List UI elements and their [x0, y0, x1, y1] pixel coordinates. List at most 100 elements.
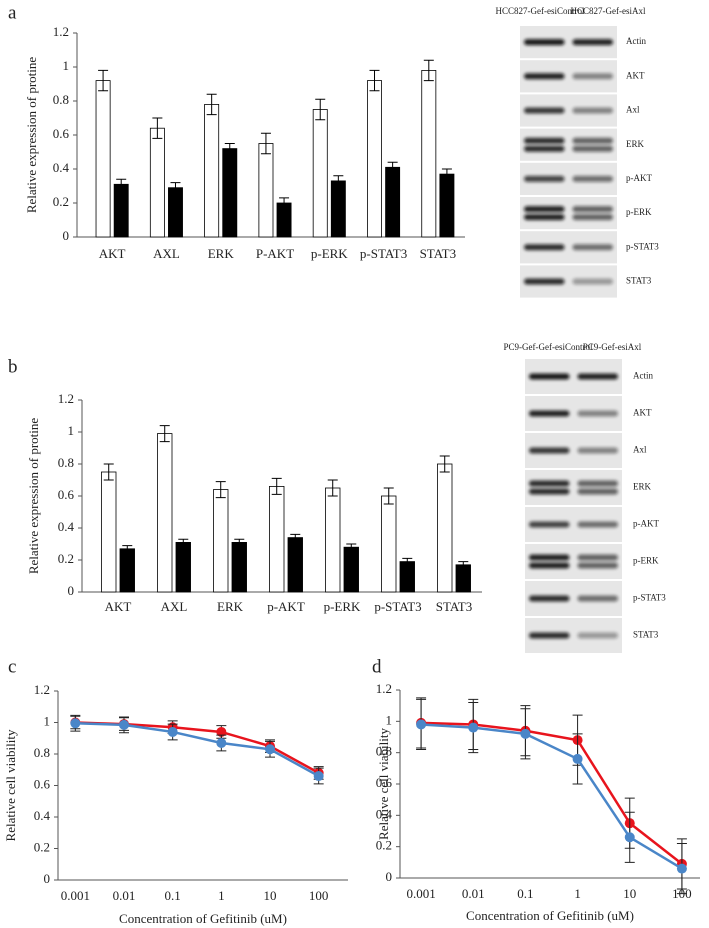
- x-axis-title: Concentration of Gefitinib (uM): [119, 911, 287, 926]
- x-tick-label: 0.1: [517, 886, 533, 901]
- bar: [175, 542, 191, 593]
- error-bar: [116, 178, 127, 190]
- point: [416, 719, 427, 730]
- bar: [113, 183, 129, 238]
- x-tick-label: p-STAT3: [360, 246, 407, 261]
- error-bar: [279, 197, 290, 209]
- error-bar: [441, 168, 452, 180]
- bar: [367, 80, 382, 238]
- blot-band: [572, 214, 613, 221]
- blot-band: [572, 107, 613, 114]
- lane-header: HCC827-Gef-esiAxl: [571, 6, 646, 16]
- blot-row-label: p-STAT3: [626, 241, 659, 251]
- y-tick-label: 0.6: [34, 776, 51, 791]
- blot-band: [524, 39, 565, 46]
- y-axis-title: Relative cell viability: [3, 729, 18, 841]
- bar: [222, 148, 238, 238]
- y-tick-label: 1: [63, 58, 70, 73]
- error-bar: [439, 455, 450, 473]
- point: [572, 753, 583, 764]
- x-axis-title: Concentration of Gefitinib (uM): [466, 908, 634, 923]
- error-bar: [122, 545, 133, 553]
- x-tick-label: P-AKT: [256, 246, 294, 261]
- error-bar: [98, 69, 109, 92]
- blot-band: [524, 145, 565, 152]
- bar: [149, 127, 165, 238]
- panel-label: c: [8, 656, 16, 677]
- blot-row-label: Actin: [626, 36, 646, 46]
- point: [265, 744, 275, 755]
- x-tick-label: 100: [309, 888, 329, 903]
- y-tick-label: 0.4: [376, 806, 393, 821]
- error-bar: [346, 543, 357, 551]
- error-bar: [387, 161, 398, 173]
- lane-header: PC9-Gef-Gef-esiControl: [504, 342, 593, 352]
- bar: [455, 564, 471, 593]
- blot-band: [572, 244, 613, 251]
- x-tick-label: 0.1: [165, 888, 181, 903]
- point: [70, 718, 81, 729]
- error-bar: [224, 143, 235, 155]
- blot-band: [529, 480, 570, 487]
- blot-band: [572, 175, 613, 182]
- y-tick-label: 0.6: [376, 775, 393, 790]
- blot-band: [577, 410, 618, 417]
- y-tick-label: 0.8: [53, 92, 69, 107]
- blot-band: [529, 373, 570, 380]
- blot-row-label: p-AKT: [633, 519, 659, 529]
- blot-band: [524, 206, 565, 213]
- bar: [269, 485, 285, 593]
- point: [313, 771, 324, 782]
- y-tick-label: 1.2: [376, 681, 392, 696]
- bar: [101, 471, 117, 593]
- bar: [258, 143, 274, 238]
- blot-band: [529, 632, 570, 639]
- point: [520, 728, 531, 739]
- bar: [437, 463, 453, 593]
- blot-band: [572, 137, 613, 144]
- lane-header: HCC827-Gef-esiControl: [496, 6, 585, 16]
- blot-band: [524, 278, 565, 285]
- y-tick-label: 0.2: [58, 551, 74, 566]
- blot-row-label: p-ERK: [633, 556, 659, 566]
- blot-band: [529, 562, 570, 569]
- error-bar: [383, 487, 394, 505]
- point: [119, 719, 129, 730]
- bar: [204, 104, 220, 238]
- point: [167, 726, 178, 737]
- error-bar: [333, 175, 344, 187]
- y-axis-title: Relative cell viability: [376, 728, 391, 840]
- x-tick-label: AXL: [153, 246, 180, 261]
- y-tick-label: 0.8: [34, 745, 50, 760]
- blot-row-label: Axl: [626, 105, 640, 115]
- blot-strip: [520, 197, 617, 230]
- bar: [343, 546, 359, 593]
- x-tick-label: ERK: [217, 599, 244, 614]
- y-axis-title: Relative expression of protine: [26, 418, 41, 575]
- line: [75, 721, 320, 774]
- blot-band: [529, 521, 570, 528]
- y-tick-label: 0.8: [58, 455, 74, 470]
- x-tick-label: AKT: [99, 246, 126, 261]
- x-tick-label: AXL: [161, 599, 188, 614]
- error-bar: [402, 557, 413, 566]
- blot-band: [577, 632, 618, 639]
- error-bar: [290, 533, 301, 542]
- blot-band: [572, 145, 613, 152]
- blot-band: [529, 595, 570, 602]
- y-tick-label: 1.2: [53, 24, 69, 39]
- blot-row-label: ERK: [626, 139, 645, 149]
- bar: [157, 433, 173, 593]
- error-bar: [152, 117, 163, 139]
- y-tick-label: 0: [44, 871, 51, 886]
- point: [216, 726, 227, 737]
- blot-band: [577, 480, 618, 487]
- y-axis-title: Relative expression of protine: [24, 57, 39, 214]
- blot-band: [572, 73, 613, 80]
- bar: [168, 187, 183, 238]
- x-tick-label: 10: [264, 888, 277, 903]
- bar: [312, 109, 328, 238]
- x-tick-label: STAT3: [420, 246, 457, 261]
- x-tick-label: p-ERK: [324, 599, 361, 614]
